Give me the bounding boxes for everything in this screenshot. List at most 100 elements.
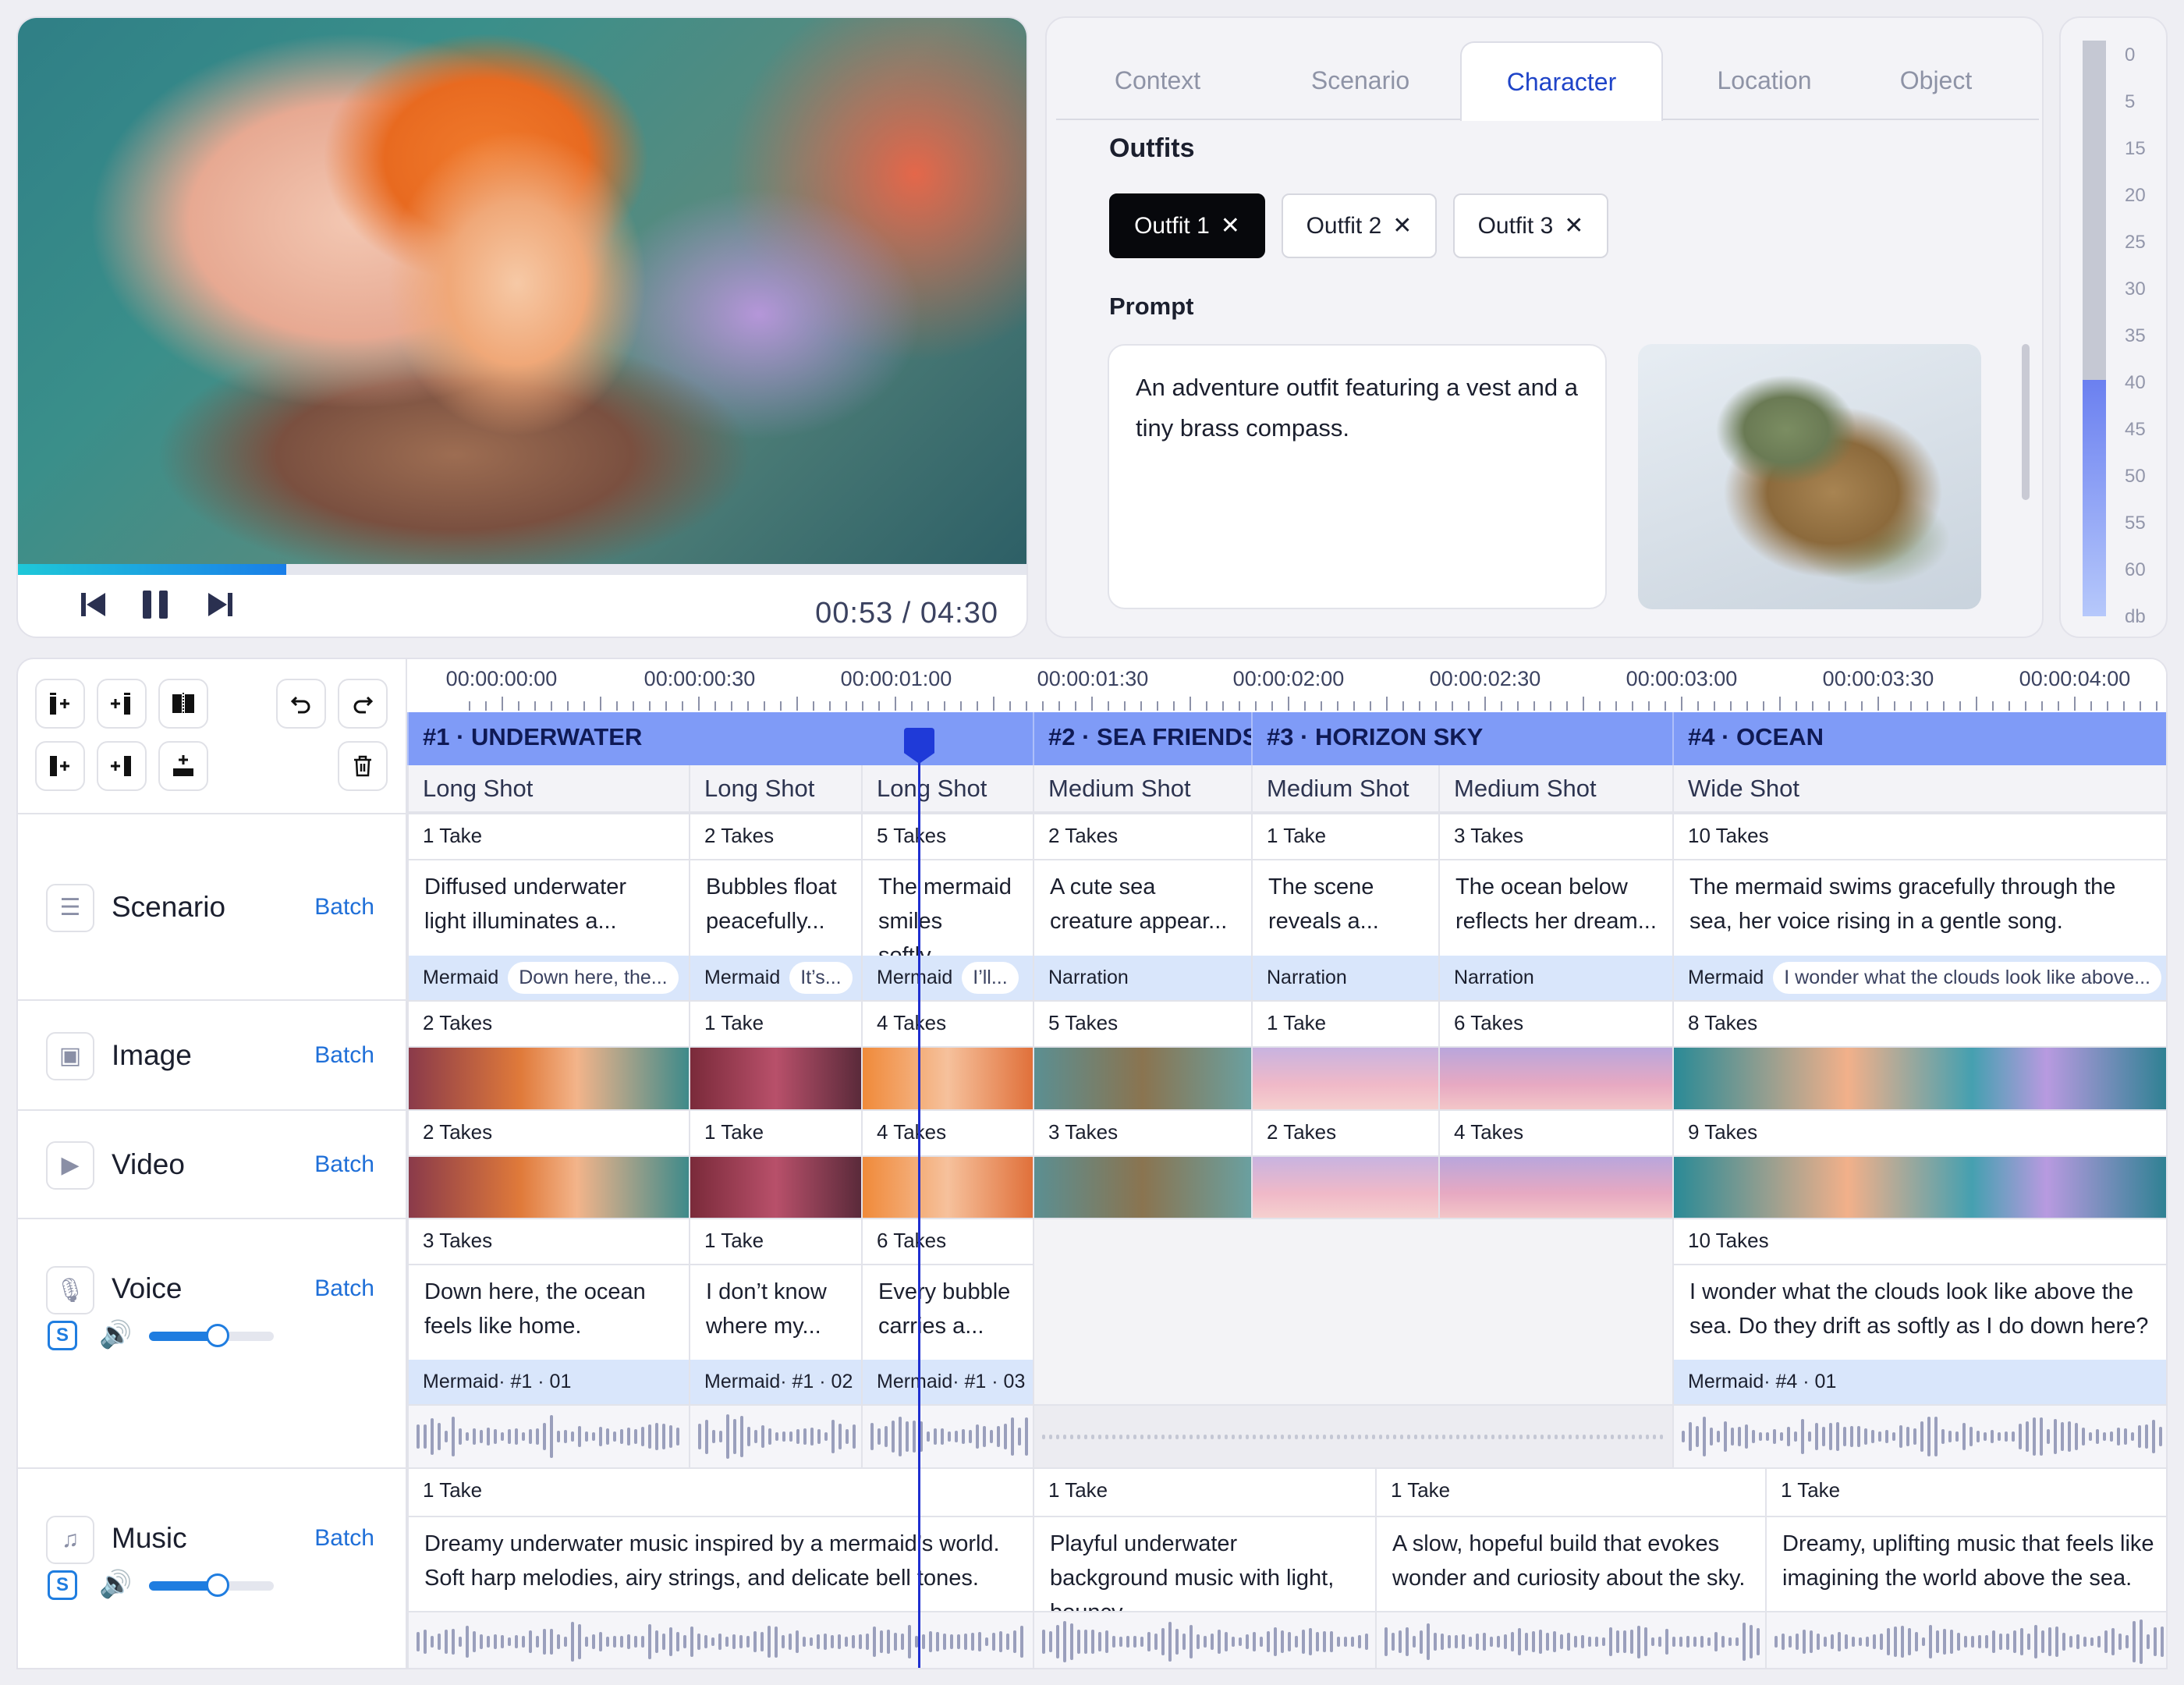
scenario-takes[interactable]: 3 Takes bbox=[1438, 813, 1672, 860]
voice-takes[interactable]: 10 Takes bbox=[1672, 1218, 2166, 1265]
music-takes[interactable]: 1 Take bbox=[1033, 1467, 1375, 1517]
voice-takes[interactable]: 3 Takes bbox=[407, 1218, 689, 1265]
video-thumbnail[interactable] bbox=[1438, 1157, 1672, 1218]
timeline-ruler[interactable]: 00:00:00:00 00:00:00:30 00:00:01:00 00:00:0… bbox=[407, 659, 2166, 711]
image-takes[interactable]: 2 Takes bbox=[407, 1000, 689, 1048]
voice-clip-label[interactable]: Mermaid· #1 · 01 bbox=[407, 1360, 689, 1404]
scenario-takes[interactable]: 2 Takes bbox=[689, 813, 861, 860]
video-progress-bar[interactable] bbox=[18, 564, 1026, 575]
dialog-pill[interactable]: Down here, the... bbox=[508, 962, 679, 994]
scenario-takes[interactable]: 5 Takes bbox=[861, 813, 1033, 860]
solo-button[interactable]: S bbox=[48, 1321, 77, 1350]
video-thumbnail[interactable] bbox=[1251, 1157, 1438, 1218]
tab-location[interactable]: Location bbox=[1717, 66, 1812, 94]
music-waveform[interactable] bbox=[1765, 1611, 2166, 1668]
shot-type[interactable]: Long Shot bbox=[407, 765, 689, 813]
outfit-chip-2[interactable]: Outfit 2 ✕ bbox=[1282, 193, 1437, 258]
outfit-reference-image[interactable] bbox=[1638, 344, 1981, 609]
shot-type[interactable]: Long Shot bbox=[861, 765, 1033, 813]
tab-character[interactable]: Character bbox=[1460, 41, 1663, 121]
skip-back-button[interactable] bbox=[69, 581, 116, 628]
scene-header[interactable]: #4 · OCEAN bbox=[1672, 712, 2166, 765]
voice-waveform[interactable] bbox=[689, 1404, 861, 1467]
prompt-textarea[interactable]: An adventure outfit featuring a vest and… bbox=[1108, 344, 1607, 609]
scene-header[interactable]: #2 · SEA FRIENDS bbox=[1033, 712, 1258, 765]
music-text[interactable]: A slow, hopeful build that evokes wonder… bbox=[1375, 1517, 1765, 1611]
skip-forward-button[interactable] bbox=[197, 581, 244, 628]
tab-context[interactable]: Context bbox=[1114, 66, 1201, 94]
scenario-text[interactable]: Bubbles float peacefully... bbox=[689, 860, 861, 956]
batch-button-music[interactable]: Batch bbox=[314, 1525, 374, 1551]
outfit-chip-3[interactable]: Outfit 3 ✕ bbox=[1453, 193, 1608, 258]
image-thumbnail[interactable] bbox=[861, 1048, 1033, 1109]
image-takes[interactable]: 6 Takes bbox=[1438, 1000, 1672, 1048]
close-icon[interactable]: ✕ bbox=[1392, 213, 1413, 239]
slider-handle[interactable] bbox=[206, 1573, 229, 1597]
insert-scene-after-button[interactable] bbox=[35, 741, 85, 791]
scenario-takes[interactable]: 2 Takes bbox=[1033, 813, 1251, 860]
video-takes[interactable]: 1 Take bbox=[689, 1109, 861, 1157]
video-thumbnail[interactable] bbox=[1033, 1157, 1251, 1218]
dialog-row[interactable]: Narration bbox=[1251, 956, 1438, 1000]
redo-button[interactable] bbox=[338, 679, 388, 729]
split-shot-button[interactable] bbox=[158, 679, 208, 729]
video-takes[interactable]: 2 Takes bbox=[407, 1109, 689, 1157]
video-thumbnail[interactable] bbox=[861, 1157, 1033, 1218]
video-takes[interactable]: 4 Takes bbox=[861, 1109, 1033, 1157]
image-takes[interactable]: 1 Take bbox=[689, 1000, 861, 1048]
shot-type[interactable]: Medium Shot bbox=[1033, 765, 1251, 813]
voice-text[interactable]: I wonder what the clouds look like above… bbox=[1672, 1265, 2166, 1360]
image-thumbnail[interactable] bbox=[689, 1048, 861, 1109]
scenario-takes[interactable]: 1 Take bbox=[407, 813, 689, 860]
music-waveform[interactable] bbox=[407, 1611, 1033, 1668]
voice-clip-label[interactable]: Mermaid· #1 · 02 bbox=[689, 1360, 861, 1404]
shot-type[interactable]: Medium Shot bbox=[1438, 765, 1672, 813]
outfit-chip-1[interactable]: Outfit 1 ✕ bbox=[1109, 193, 1265, 258]
dialog-row[interactable]: Mermaid I’ll... bbox=[861, 956, 1033, 1000]
slider-handle[interactable] bbox=[206, 1324, 229, 1347]
scene-header[interactable]: #3 · HORIZON SKY bbox=[1251, 712, 1672, 765]
tab-scenario[interactable]: Scenario bbox=[1310, 66, 1410, 94]
speaker-icon[interactable]: 🔊 bbox=[99, 1320, 133, 1350]
close-icon[interactable]: ✕ bbox=[1564, 213, 1584, 239]
batch-button-video[interactable]: Batch bbox=[314, 1151, 374, 1177]
voice-clip-label[interactable]: Mermaid· #4 · 01 bbox=[1672, 1360, 2166, 1404]
batch-button-scenario[interactable]: Batch bbox=[314, 893, 374, 920]
dialog-row[interactable]: Mermaid It’s... bbox=[689, 956, 861, 1000]
scenario-takes[interactable]: 10 Takes bbox=[1672, 813, 2166, 860]
voice-volume-slider[interactable] bbox=[149, 1324, 274, 1347]
music-text[interactable]: Dreamy, uplifting music that feels like … bbox=[1765, 1517, 2166, 1611]
dialog-row[interactable]: Narration bbox=[1438, 956, 1672, 1000]
insert-shot-before-button[interactable] bbox=[97, 679, 147, 729]
add-track-button[interactable] bbox=[158, 741, 208, 791]
music-takes[interactable]: 1 Take bbox=[407, 1467, 1033, 1517]
insert-shot-after-button[interactable] bbox=[35, 679, 85, 729]
voice-waveform[interactable] bbox=[1672, 1404, 2166, 1467]
video-thumbnail[interactable] bbox=[407, 1157, 689, 1218]
undo-button[interactable] bbox=[276, 679, 326, 729]
music-takes[interactable]: 1 Take bbox=[1375, 1467, 1765, 1517]
image-thumbnail[interactable] bbox=[1438, 1048, 1672, 1109]
image-thumbnail[interactable] bbox=[1251, 1048, 1438, 1109]
dialog-row[interactable]: Narration bbox=[1033, 956, 1251, 1000]
voice-text[interactable]: I don’t know where my... bbox=[689, 1265, 861, 1360]
scene-header[interactable]: #1 · UNDERWATER bbox=[407, 712, 1033, 765]
scenario-text[interactable]: The scene reveals a... bbox=[1251, 860, 1438, 956]
music-text[interactable]: Playful underwater background music with… bbox=[1033, 1517, 1375, 1611]
voice-takes[interactable]: 6 Takes bbox=[861, 1218, 1033, 1265]
scenario-takes[interactable]: 1 Take bbox=[1251, 813, 1438, 860]
voice-waveform[interactable] bbox=[407, 1404, 689, 1467]
dialog-pill[interactable]: I’ll... bbox=[962, 962, 1019, 994]
dialog-row[interactable]: Mermaid I wonder what the clouds look lik… bbox=[1672, 956, 2166, 1000]
voice-text[interactable]: Down here, the ocean feels like home. bbox=[407, 1265, 689, 1360]
video-takes[interactable]: 3 Takes bbox=[1033, 1109, 1251, 1157]
music-waveform[interactable] bbox=[1375, 1611, 1765, 1668]
image-takes[interactable]: 8 Takes bbox=[1672, 1000, 2166, 1048]
video-preview-frame[interactable] bbox=[18, 18, 1026, 564]
dialog-pill[interactable]: It’s... bbox=[789, 962, 853, 994]
music-takes[interactable]: 1 Take bbox=[1765, 1467, 2166, 1517]
shot-type[interactable]: Medium Shot bbox=[1251, 765, 1438, 813]
dialog-row[interactable]: Mermaid Down here, the... bbox=[407, 956, 689, 1000]
music-waveform[interactable] bbox=[1033, 1611, 1375, 1668]
batch-button-image[interactable]: Batch bbox=[314, 1041, 374, 1068]
